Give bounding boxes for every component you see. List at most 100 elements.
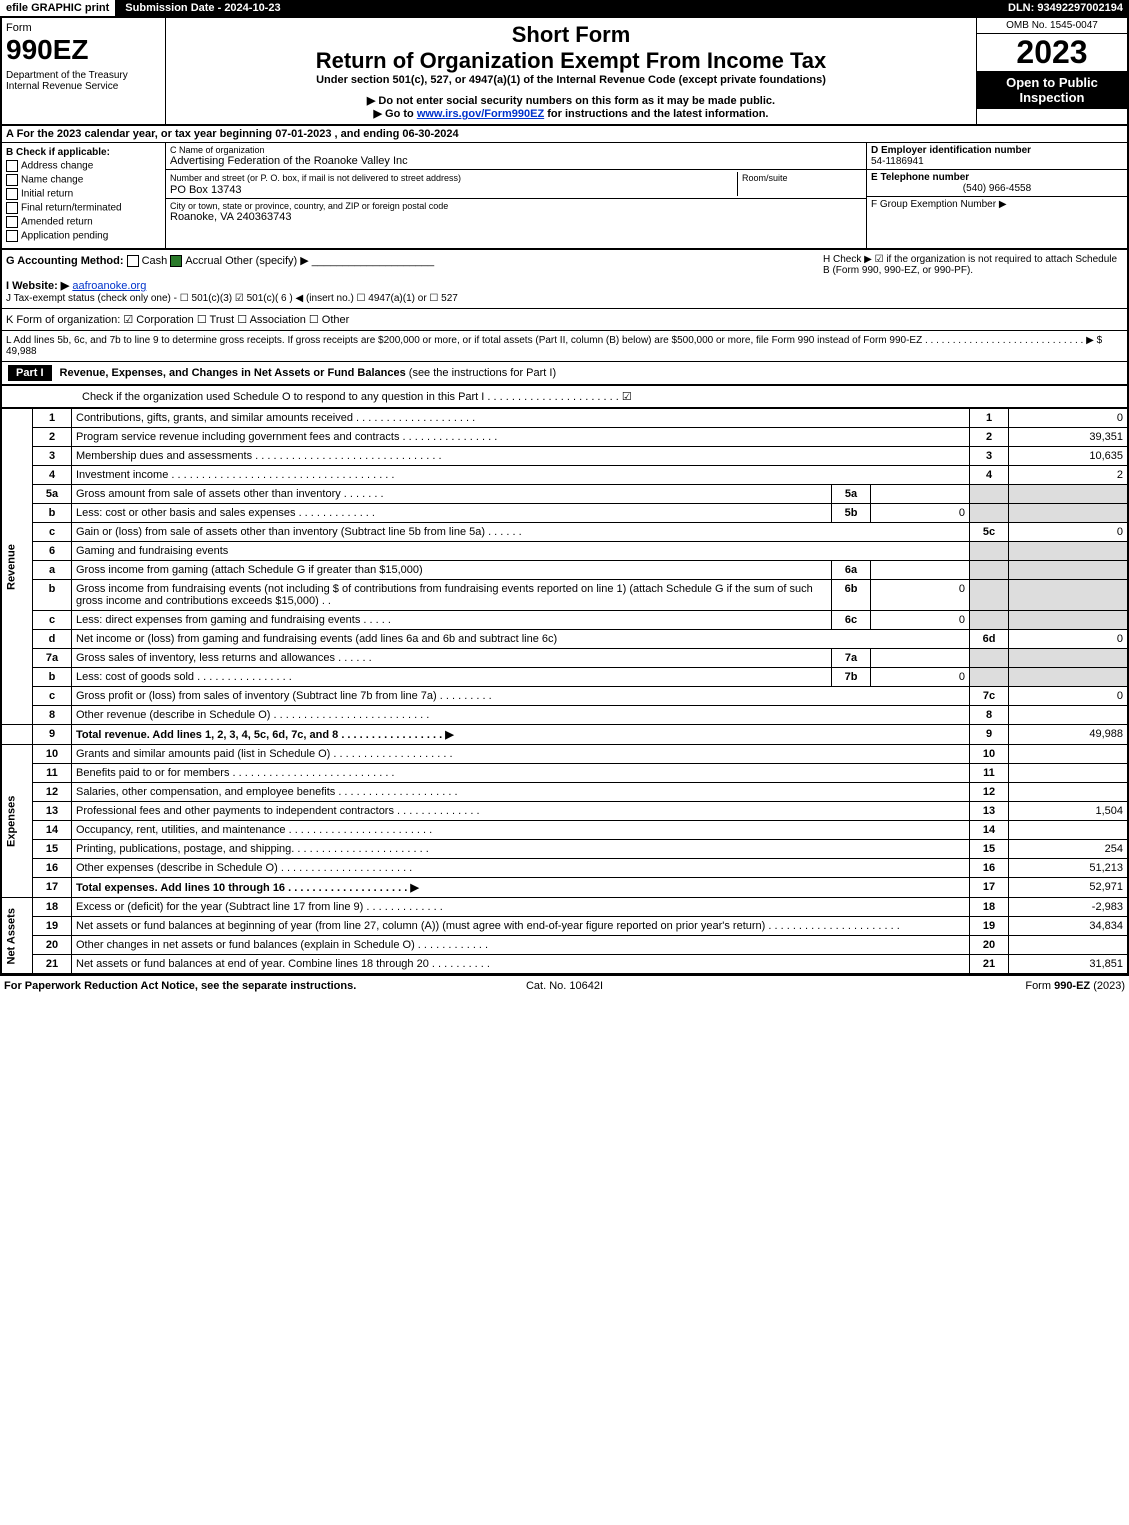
omb-number: OMB No. 1545-0047 bbox=[977, 18, 1127, 34]
dept-label: Department of the Treasury Internal Reve… bbox=[6, 70, 161, 92]
line-6b-desc: Gross income from fundraising events (no… bbox=[72, 580, 832, 611]
line-7b-desc: Less: cost of goods sold . . . . . . . .… bbox=[72, 668, 832, 687]
line-6d-desc: Net income or (loss) from gaming and fun… bbox=[72, 630, 970, 649]
note-link: ▶ Go to www.irs.gov/Form990EZ for instru… bbox=[170, 107, 972, 120]
line-2-val: 39,351 bbox=[1009, 428, 1129, 447]
section-g-h: G Accounting Method: Cash Accrual Other … bbox=[0, 250, 1129, 309]
line-5b-desc: Less: cost or other basis and sales expe… bbox=[72, 504, 832, 523]
line-17-val: 52,971 bbox=[1009, 878, 1129, 898]
check-name[interactable]: Name change bbox=[6, 174, 161, 186]
line-1-desc: Contributions, gifts, grants, and simila… bbox=[72, 409, 970, 428]
footer-mid: Cat. No. 10642I bbox=[378, 980, 752, 992]
line-16-val: 51,213 bbox=[1009, 859, 1129, 878]
line-9-val: 49,988 bbox=[1009, 725, 1129, 745]
sections-b-c-d: B Check if applicable: Address change Na… bbox=[0, 143, 1129, 250]
section-k: K Form of organization: ☑ Corporation ☐ … bbox=[0, 309, 1129, 331]
line-1-val: 0 bbox=[1009, 409, 1129, 428]
line-12-desc: Salaries, other compensation, and employ… bbox=[72, 783, 970, 802]
section-h: H Check ▶ ☑ if the organization is not r… bbox=[823, 254, 1123, 304]
check-final[interactable]: Final return/terminated bbox=[6, 202, 161, 214]
line-8-val bbox=[1009, 706, 1129, 725]
line-6d-val: 0 bbox=[1009, 630, 1129, 649]
website-link[interactable]: aafroanoke.org bbox=[72, 280, 146, 292]
line-20-desc: Other changes in net assets or fund bala… bbox=[72, 936, 970, 955]
line-7c-val: 0 bbox=[1009, 687, 1129, 706]
line-8-desc: Other revenue (describe in Schedule O) .… bbox=[72, 706, 970, 725]
check-initial[interactable]: Initial return bbox=[6, 188, 161, 200]
part-1-title: Revenue, Expenses, and Changes in Net As… bbox=[60, 367, 406, 379]
line-3-val: 10,635 bbox=[1009, 447, 1129, 466]
footer-left: For Paperwork Reduction Act Notice, see … bbox=[4, 980, 378, 992]
line-21-val: 31,851 bbox=[1009, 955, 1129, 975]
footer-right: Form 990-EZ (2023) bbox=[751, 980, 1125, 992]
submission-date: Submission Date - 2024-10-23 bbox=[119, 0, 286, 16]
section-b: B Check if applicable: Address change Na… bbox=[2, 143, 166, 248]
part-1-table: Revenue 1Contributions, gifts, grants, a… bbox=[0, 408, 1129, 975]
group-exemption: F Group Exemption Number ▶ bbox=[871, 199, 1007, 210]
section-c: C Name of organization Advertising Feder… bbox=[166, 143, 866, 248]
top-bar: efile GRAPHIC print Submission Date - 20… bbox=[0, 0, 1129, 18]
netassets-side: Net Assets bbox=[1, 898, 33, 975]
part-1-check: Check if the organization used Schedule … bbox=[0, 386, 1129, 408]
org-name-label: C Name of organization bbox=[170, 145, 862, 155]
line-6c-desc: Less: direct expenses from gaming and fu… bbox=[72, 611, 832, 630]
cash-checkbox[interactable] bbox=[127, 255, 139, 267]
line-6-desc: Gaming and fundraising events bbox=[72, 542, 970, 561]
line-13-val: 1,504 bbox=[1009, 802, 1129, 821]
ein-label: D Employer identification number bbox=[871, 145, 1031, 156]
ein: 54-1186941 bbox=[871, 156, 924, 167]
page-footer: For Paperwork Reduction Act Notice, see … bbox=[0, 975, 1129, 996]
section-d-e-f: D Employer identification number 54-1186… bbox=[866, 143, 1127, 248]
line-6a-desc: Gross income from gaming (attach Schedul… bbox=[72, 561, 832, 580]
line-17-desc: Total expenses. Add lines 10 through 16 … bbox=[72, 878, 970, 898]
line-5c-val: 0 bbox=[1009, 523, 1129, 542]
line-2-desc: Program service revenue including govern… bbox=[72, 428, 970, 447]
line-10-desc: Grants and similar amounts paid (list in… bbox=[72, 745, 970, 764]
line-14-desc: Occupancy, rent, utilities, and maintena… bbox=[72, 821, 970, 840]
check-amended[interactable]: Amended return bbox=[6, 216, 161, 228]
form-header: Form 990EZ Department of the Treasury In… bbox=[0, 18, 1129, 126]
line-3-desc: Membership dues and assessments . . . . … bbox=[72, 447, 970, 466]
website-label: I Website: ▶ bbox=[6, 280, 69, 292]
line-5c-desc: Gain or (loss) from sale of assets other… bbox=[72, 523, 970, 542]
section-b-title: B Check if applicable: bbox=[6, 147, 110, 158]
line-4-desc: Investment income . . . . . . . . . . . … bbox=[72, 466, 970, 485]
form-title: Return of Organization Exempt From Incom… bbox=[170, 48, 972, 74]
form-subtitle: Under section 501(c), 527, or 4947(a)(1)… bbox=[170, 74, 972, 86]
form-label: Form bbox=[6, 22, 32, 34]
street-label: Number and street (or P. O. box, if mail… bbox=[170, 173, 461, 183]
section-l: L Add lines 5b, 6c, and 7b to line 9 to … bbox=[0, 331, 1129, 362]
line-9-desc: Total revenue. Add lines 1, 2, 3, 4, 5c,… bbox=[72, 725, 970, 745]
part-1-label: Part I bbox=[8, 365, 52, 381]
line-16-desc: Other expenses (describe in Schedule O) … bbox=[72, 859, 970, 878]
city: Roanoke, VA 240363743 bbox=[170, 211, 862, 223]
expenses-side: Expenses bbox=[1, 745, 33, 898]
line-5a-desc: Gross amount from sale of assets other t… bbox=[72, 485, 832, 504]
short-form-title: Short Form bbox=[170, 22, 972, 48]
check-pending[interactable]: Application pending bbox=[6, 230, 161, 242]
efile-label: efile GRAPHIC print bbox=[0, 0, 115, 16]
part-1-header: Part I Revenue, Expenses, and Changes in… bbox=[0, 362, 1129, 386]
check-address[interactable]: Address change bbox=[6, 160, 161, 172]
line-7c-desc: Gross profit or (loss) from sales of inv… bbox=[72, 687, 970, 706]
form-number: 990EZ bbox=[6, 34, 89, 65]
dln: DLN: 93492297002194 bbox=[1002, 0, 1129, 16]
line-15-val: 254 bbox=[1009, 840, 1129, 859]
revenue-side: Revenue bbox=[1, 409, 33, 725]
section-a: A For the 2023 calendar year, or tax yea… bbox=[0, 126, 1129, 143]
street: PO Box 13743 bbox=[170, 184, 242, 196]
part-1-sub: (see the instructions for Part I) bbox=[406, 367, 556, 379]
note-ssn: ▶ Do not enter social security numbers o… bbox=[170, 94, 972, 107]
line-19-val: 34,834 bbox=[1009, 917, 1129, 936]
irs-link[interactable]: www.irs.gov/Form990EZ bbox=[417, 108, 544, 120]
accrual-checkbox[interactable] bbox=[170, 255, 182, 267]
section-j: J Tax-exempt status (check only one) - ☐… bbox=[6, 293, 458, 304]
line-21-desc: Net assets or fund balances at end of ye… bbox=[72, 955, 970, 975]
line-18-desc: Excess or (deficit) for the year (Subtra… bbox=[72, 898, 970, 917]
org-name: Advertising Federation of the Roanoke Va… bbox=[170, 155, 862, 167]
phone: (540) 966-4558 bbox=[871, 183, 1123, 194]
tax-year: 2023 bbox=[977, 34, 1127, 71]
line-18-val: -2,983 bbox=[1009, 898, 1129, 917]
line-11-desc: Benefits paid to or for members . . . . … bbox=[72, 764, 970, 783]
line-4-val: 2 bbox=[1009, 466, 1129, 485]
